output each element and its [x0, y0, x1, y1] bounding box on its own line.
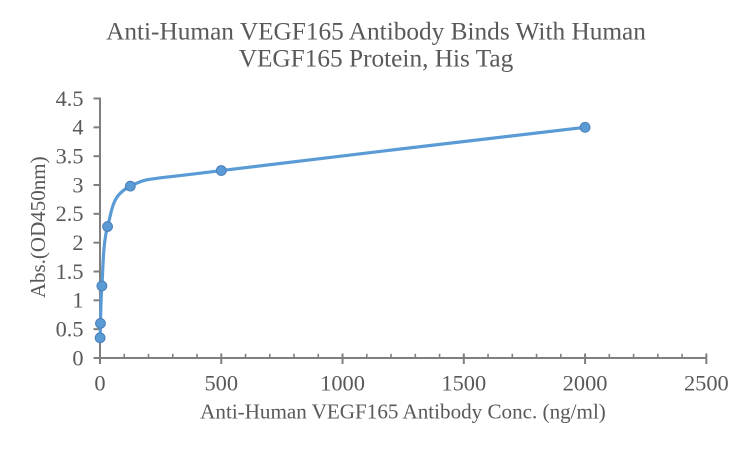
svg-text:Anti-Human VEGF165 Antibody Bi: Anti-Human VEGF165 Antibody Binds With H… [106, 17, 646, 45]
svg-text:1: 1 [72, 288, 83, 313]
svg-text:2: 2 [72, 230, 83, 255]
svg-text:500: 500 [204, 371, 238, 396]
svg-text:0: 0 [94, 371, 105, 396]
svg-text:2500: 2500 [684, 371, 729, 396]
svg-text:4: 4 [72, 115, 83, 140]
svg-text:1.5: 1.5 [56, 259, 84, 284]
svg-text:Anti-Human VEGF165 Antibody Co: Anti-Human VEGF165 Antibody Conc. (ng/ml… [200, 400, 606, 424]
svg-text:4.5: 4.5 [56, 86, 84, 111]
svg-text:0: 0 [72, 345, 83, 370]
svg-text:Abs.(OD450nm): Abs.(OD450nm) [26, 156, 50, 298]
svg-text:2.5: 2.5 [56, 201, 84, 226]
svg-text:1500: 1500 [441, 371, 486, 396]
svg-text:3.5: 3.5 [56, 143, 84, 168]
svg-text:1000: 1000 [320, 371, 365, 396]
svg-text:3: 3 [72, 172, 83, 197]
svg-text:VEGF165 Protein, His Tag: VEGF165 Protein, His Tag [239, 45, 514, 73]
svg-text:0.5: 0.5 [56, 316, 84, 341]
svg-text:2000: 2000 [563, 371, 608, 396]
